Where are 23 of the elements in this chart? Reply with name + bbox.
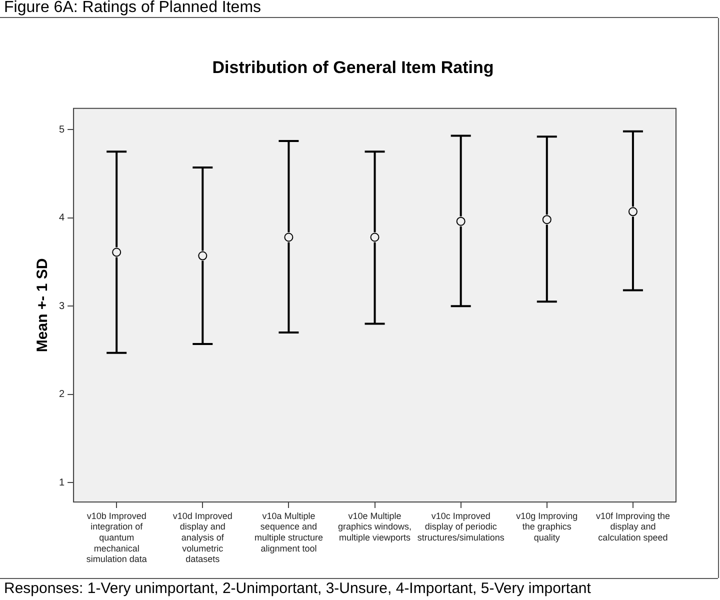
x-tick-label: v10e Multiple graphics windows, multiple viewports bbox=[338, 510, 412, 542]
x-tick-label: v10b Improved integration of quantum mechanical simulation data bbox=[86, 510, 147, 564]
y-tick-label: 4 bbox=[59, 212, 65, 224]
point bbox=[456, 216, 466, 226]
x-tick-label: v10f Improving the display and calculation speed bbox=[596, 510, 670, 542]
point bbox=[628, 207, 638, 216]
y-axis-title: Mean +- 1 SD bbox=[34, 258, 52, 352]
y-tick-label: 2 bbox=[59, 389, 65, 400]
x-tick-label: v10g Improving the graphics quality bbox=[516, 510, 578, 542]
y-tick-label: 5 bbox=[59, 124, 65, 136]
y-tick-label: 3 bbox=[59, 300, 65, 312]
text: Responses: 1-Very unimportant, 2-Unimportant, 3-Unsure, 4-Important, 5-Very important bbox=[0, 578, 718, 600]
x-tick-label: v10a Multiple sequence and multiple structure alignment tool bbox=[254, 510, 323, 554]
x-tick-label: v10c Improved display of periodic structures/simulations bbox=[417, 510, 505, 542]
caption: Figure 6A: Ratings of Planned Items bbox=[0, 0, 718, 18]
y-tick-label: 1 bbox=[59, 477, 65, 488]
point bbox=[542, 215, 552, 224]
point bbox=[198, 251, 208, 260]
point bbox=[284, 232, 294, 242]
point bbox=[370, 232, 380, 242]
x-tick-label: v10d Improved display and analysis of volumetric datasets bbox=[172, 510, 232, 564]
point bbox=[112, 248, 122, 257]
chart-title: Distribution of General Item Rating bbox=[212, 58, 494, 77]
